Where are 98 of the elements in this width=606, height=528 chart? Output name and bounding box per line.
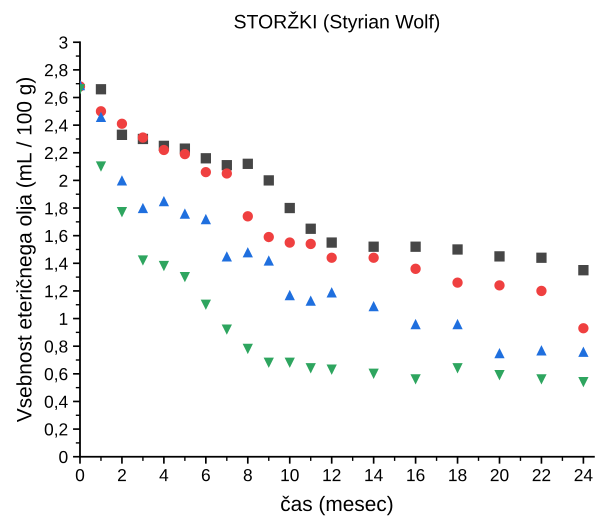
point xyxy=(536,286,547,296)
point xyxy=(200,166,211,178)
point xyxy=(158,260,170,272)
y-tick-label: 1,6 xyxy=(45,230,68,244)
point xyxy=(242,158,253,169)
point xyxy=(96,84,106,94)
point xyxy=(494,348,505,358)
point xyxy=(242,247,253,258)
x-tick-label: 0 xyxy=(76,468,84,482)
x-tick-label: 14 xyxy=(365,469,383,482)
point xyxy=(138,202,148,214)
point xyxy=(452,277,463,288)
y-tick-label: 1,8 xyxy=(45,202,68,217)
x-tick-label: 4 xyxy=(159,469,168,482)
point xyxy=(264,255,274,266)
point xyxy=(536,345,547,356)
x-tick-label: 24 xyxy=(574,468,593,482)
point xyxy=(326,364,337,375)
x-tick-label: 20 xyxy=(490,468,508,482)
point xyxy=(200,214,211,224)
point xyxy=(326,287,337,298)
x-tick-label: 22 xyxy=(532,468,550,482)
point xyxy=(222,324,232,335)
point xyxy=(578,376,589,388)
point xyxy=(284,290,295,300)
point xyxy=(116,118,128,129)
x-tick-label: 6 xyxy=(202,468,210,482)
x-tick-label: 16 xyxy=(407,468,424,482)
point xyxy=(410,242,421,252)
point xyxy=(536,252,547,263)
point xyxy=(284,237,295,248)
point xyxy=(242,344,253,354)
point xyxy=(264,175,274,186)
point xyxy=(306,224,316,234)
x-tick-label: 10 xyxy=(281,468,299,482)
point xyxy=(452,244,463,255)
x-axis-title: čas (mesec) xyxy=(281,496,392,516)
point xyxy=(578,346,589,357)
x-tick-label: 12 xyxy=(323,468,340,482)
point xyxy=(410,264,421,274)
point xyxy=(452,363,463,374)
point xyxy=(578,323,589,334)
y-tick-label: 2,6 xyxy=(44,92,68,106)
chart-title: STORŽKI (Styrian Wolf) xyxy=(234,11,440,32)
y-tick-label: 0,8 xyxy=(44,340,68,355)
point xyxy=(96,112,106,122)
y-tick-label: 3 xyxy=(59,36,68,49)
x-tick-label: 18 xyxy=(449,468,466,482)
point xyxy=(180,272,190,282)
point xyxy=(200,153,211,164)
point xyxy=(116,175,128,186)
point xyxy=(306,238,316,250)
y-tick-label: 2,2 xyxy=(44,146,68,162)
point xyxy=(96,161,106,172)
point xyxy=(200,300,211,310)
point xyxy=(578,265,589,276)
y-tick-label: 2,4 xyxy=(44,119,68,134)
point xyxy=(284,202,295,214)
y-tick-label: 1,4 xyxy=(45,258,68,272)
point xyxy=(264,232,274,242)
point xyxy=(494,251,505,262)
point xyxy=(284,358,295,368)
point xyxy=(326,237,337,248)
point xyxy=(222,251,232,262)
point xyxy=(180,208,190,219)
point xyxy=(368,300,379,312)
y-tick-label: 2 xyxy=(59,174,68,187)
point xyxy=(536,374,547,384)
y-tick-label: 1,2 xyxy=(45,285,68,300)
y-tick-label: 1 xyxy=(60,312,68,325)
y-axis-title: Vsebnost eteričnega olja (mL / 100 g) xyxy=(16,78,36,422)
point xyxy=(410,374,421,384)
point xyxy=(494,280,505,291)
point xyxy=(368,252,379,263)
point xyxy=(138,255,148,266)
point xyxy=(452,318,463,330)
point xyxy=(158,144,170,156)
x-tick-label: 2 xyxy=(118,468,126,482)
y-tick-label: 0,2 xyxy=(44,423,68,438)
point xyxy=(158,196,170,206)
point xyxy=(116,207,128,218)
point xyxy=(180,149,190,160)
y-tick-label: 0 xyxy=(59,450,68,464)
point xyxy=(242,211,253,222)
point xyxy=(264,358,274,368)
point xyxy=(410,318,421,330)
point xyxy=(306,363,316,374)
point xyxy=(368,368,379,379)
x-tick-label: 8 xyxy=(244,468,252,482)
y-tick-label: 2,8 xyxy=(44,64,68,78)
point xyxy=(222,168,232,179)
point xyxy=(116,130,128,140)
y-tick-label: 0,6 xyxy=(44,368,68,382)
point xyxy=(326,252,337,263)
point xyxy=(306,295,316,306)
y-tick-label: 0,4 xyxy=(44,396,68,410)
point xyxy=(368,242,379,252)
point xyxy=(494,370,505,380)
